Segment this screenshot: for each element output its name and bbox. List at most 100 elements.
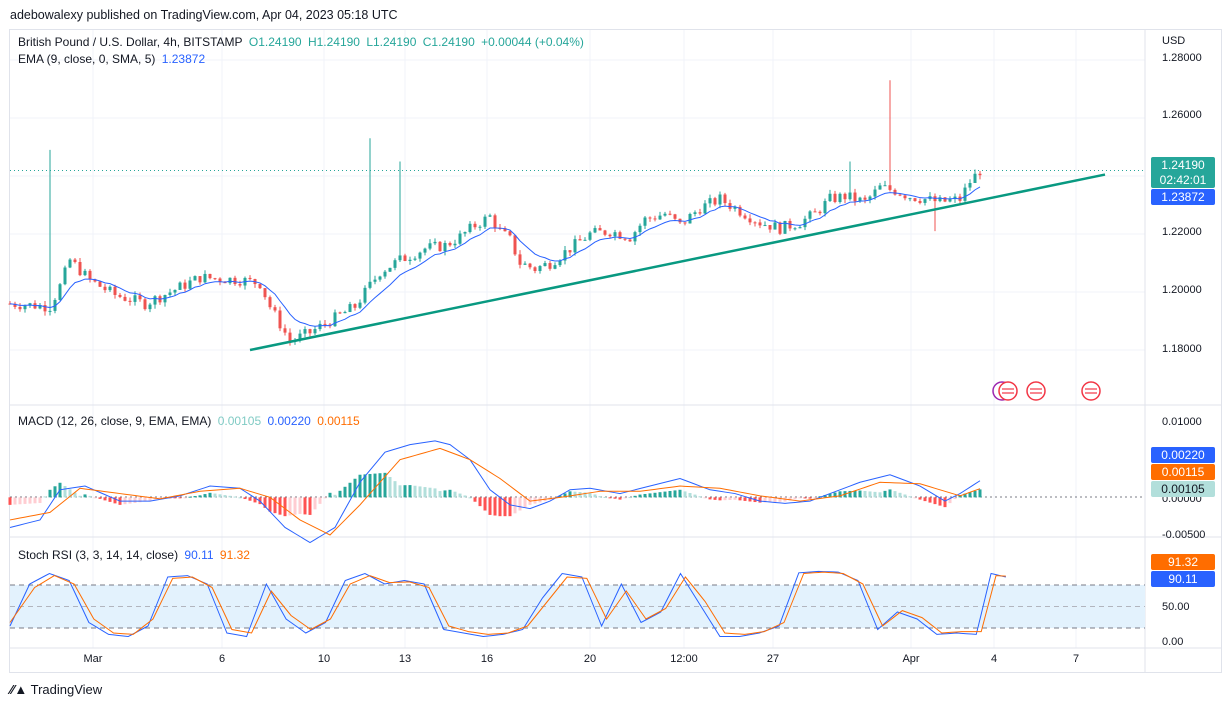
macd-bar bbox=[973, 490, 977, 498]
candle-body bbox=[943, 197, 947, 202]
us-flag-icon[interactable] bbox=[1026, 381, 1046, 401]
time-label: 6 bbox=[219, 653, 225, 665]
macd-bar bbox=[588, 492, 592, 498]
candle-body bbox=[938, 197, 942, 202]
candle-body bbox=[893, 189, 897, 195]
tradingview-brand[interactable]: ⁄⁄▲ TradingView bbox=[10, 682, 102, 697]
macd-bar bbox=[88, 495, 92, 498]
candle-body bbox=[183, 282, 187, 289]
macd-bar bbox=[218, 494, 222, 498]
macd-bar bbox=[718, 497, 722, 501]
candle-body bbox=[653, 218, 657, 220]
macd-bar bbox=[463, 495, 467, 498]
macd-bar bbox=[83, 494, 87, 498]
price-tick: 1.22000 bbox=[1162, 226, 1202, 238]
candle-body bbox=[113, 286, 117, 295]
macd-bar bbox=[453, 491, 457, 498]
candle-body bbox=[793, 228, 797, 230]
candle-body bbox=[688, 213, 692, 224]
time-label: 4 bbox=[991, 653, 997, 665]
macd-bar bbox=[373, 473, 377, 498]
macd-bar bbox=[428, 487, 432, 498]
candle-body bbox=[608, 234, 612, 237]
candle-body bbox=[138, 295, 142, 300]
macd-bar bbox=[133, 497, 137, 503]
change-value: +0.00044 (+0.04%) bbox=[481, 35, 584, 49]
macd-bar bbox=[833, 492, 837, 498]
macd-bar bbox=[303, 497, 307, 515]
macd-bar bbox=[853, 490, 857, 498]
macd-bar bbox=[143, 497, 147, 502]
macd-bar bbox=[508, 497, 512, 517]
us-flag-icon[interactable] bbox=[1081, 381, 1101, 401]
time-axis: Mar 6 10 13 16 20 12:00 27 Apr 4 7 bbox=[84, 653, 1080, 665]
macd-bar bbox=[933, 497, 937, 505]
candle-body bbox=[438, 241, 442, 252]
candle-body bbox=[863, 197, 867, 200]
macd-line-value: 0.00220 bbox=[267, 414, 311, 428]
us-flag-icon[interactable] bbox=[998, 381, 1018, 401]
stoch-legend[interactable]: Stoch RSI (3, 3, 14, 14, close) 90.11 91… bbox=[18, 548, 253, 562]
candle-body bbox=[463, 232, 467, 234]
candle-body bbox=[823, 201, 827, 214]
macd-bar bbox=[898, 492, 902, 498]
macd-bar bbox=[368, 473, 372, 498]
macd-bar bbox=[198, 495, 202, 498]
macd-histogram bbox=[8, 472, 982, 517]
macd-bar bbox=[288, 497, 292, 516]
macd-bar bbox=[913, 497, 917, 499]
candle-body bbox=[118, 294, 122, 297]
macd-bar bbox=[328, 492, 332, 498]
ema-legend[interactable]: EMA (9, close, 0, SMA, 5) 1.23872 bbox=[18, 52, 208, 66]
macd-bar bbox=[443, 490, 447, 498]
macd-bar bbox=[18, 497, 22, 505]
candle-body bbox=[673, 214, 677, 219]
macd-bar bbox=[38, 497, 42, 503]
candle-body bbox=[918, 201, 922, 203]
candle-body bbox=[813, 211, 817, 213]
macd-bar bbox=[953, 497, 957, 500]
candle-body bbox=[628, 239, 632, 242]
symbol-legend[interactable]: British Pound / U.S. Dollar, 4h, BITSTAM… bbox=[18, 35, 587, 49]
candle-body bbox=[428, 243, 432, 249]
macd-bar bbox=[283, 497, 287, 517]
ema-line bbox=[9, 186, 981, 327]
candle-body bbox=[388, 267, 392, 272]
macd-bar bbox=[603, 496, 607, 498]
candle-body bbox=[523, 263, 527, 265]
candle-body bbox=[518, 254, 522, 265]
macd-bar bbox=[298, 497, 302, 514]
candle-body bbox=[728, 203, 732, 209]
candle-body bbox=[613, 232, 617, 237]
macd-bar bbox=[338, 490, 342, 498]
price-tick: 1.28000 bbox=[1162, 52, 1202, 64]
time-label: 12:00 bbox=[670, 653, 698, 665]
macd-bar bbox=[48, 489, 52, 498]
candle-body bbox=[753, 222, 757, 224]
trendline[interactable] bbox=[249, 173, 1106, 352]
macd-bar bbox=[68, 489, 72, 498]
candle-body bbox=[408, 259, 412, 261]
candle-body bbox=[373, 279, 377, 282]
candle-body bbox=[953, 196, 957, 200]
candle-body bbox=[88, 270, 92, 280]
macd-bar bbox=[613, 497, 617, 499]
macd-bar bbox=[208, 492, 212, 498]
macd-bar bbox=[743, 497, 747, 501]
candle-body bbox=[283, 328, 287, 333]
candle-body bbox=[43, 305, 47, 312]
candle-body bbox=[13, 303, 17, 307]
macd-bar bbox=[313, 497, 317, 510]
macd-bar bbox=[523, 497, 527, 508]
candle-body bbox=[853, 192, 857, 202]
economic-events[interactable] bbox=[992, 381, 1101, 401]
macd-legend[interactable]: MACD (12, 26, close, 9, EMA, EMA) 0.0010… bbox=[18, 414, 363, 428]
candle-body bbox=[238, 284, 242, 286]
macd-bar bbox=[363, 474, 367, 498]
macd-bar bbox=[348, 482, 352, 498]
candle-body bbox=[218, 278, 222, 282]
macd-bar bbox=[483, 497, 487, 511]
candle-body bbox=[583, 239, 587, 241]
candle-body bbox=[808, 211, 812, 219]
